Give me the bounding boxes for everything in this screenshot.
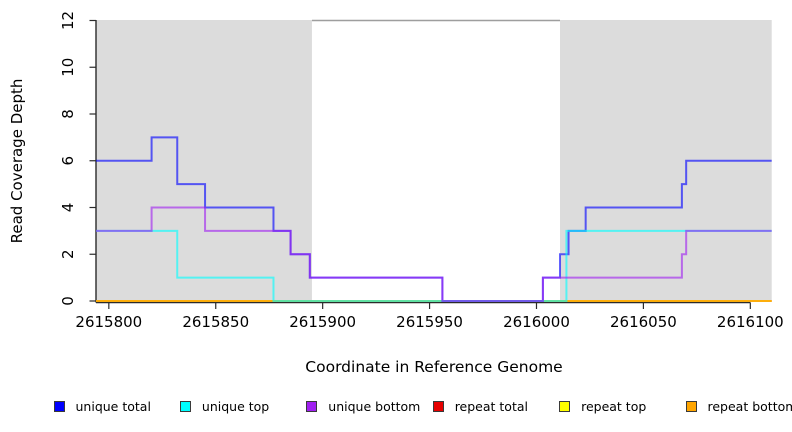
legend-item-repeat-total: repeat total [432,399,528,414]
legend-label: unique top [201,399,270,414]
legend-swatch-repeat-bottom [685,401,697,412]
legend-label: repeat top [581,399,647,414]
series-line-unique-bottom [96,206,772,302]
x-tick-label: 2615950 [396,313,463,331]
legend-swatch-repeat-total [432,401,444,412]
x-tick-label: 2615900 [289,313,356,331]
x-tick-label: 2616050 [610,313,677,331]
y-tick-label: 6 [59,156,77,166]
x-tick-label: 2615800 [75,313,142,331]
legend-label: unique total [75,399,151,414]
y-tick-label: 8 [59,109,77,119]
chart-legend: unique total unique top unique bottom repea… [0,399,792,415]
legend-item-unique-total: unique total [53,399,151,414]
legend-label: unique bottom [328,399,421,414]
y-tick-label: 0 [59,296,77,306]
y-axis-title: Read Coverage Depth [8,78,26,244]
legend-swatch-unique-total [53,401,65,412]
x-tick-label: 2615850 [182,313,249,331]
x-axis-title: Coordinate in Reference Genome [305,358,563,376]
y-tick-label: 4 [59,203,77,213]
x-tick-label: 2616100 [717,313,784,331]
y-tick-label: 12 [59,11,77,30]
legend-label: repeat bottom [707,399,792,414]
series-line-unique-top [96,229,772,302]
y-tick-label: 2 [59,249,77,259]
legend-label: repeat total [454,399,528,414]
center-gap-region [311,20,561,302]
legend-swatch-unique-bottom [306,401,318,412]
legend-item-unique-top: unique top [179,399,270,414]
y-tick-label: 10 [59,58,77,77]
x-tick-label: 2616000 [503,313,570,331]
legend-item-repeat-bottom: repeat bottom [685,399,792,414]
legend-item-unique-bottom: unique bottom [306,399,420,414]
legend-swatch-unique-top [179,401,191,412]
legend-item-repeat-top: repeat top [559,399,646,414]
legend-swatch-repeat-top [559,401,571,412]
